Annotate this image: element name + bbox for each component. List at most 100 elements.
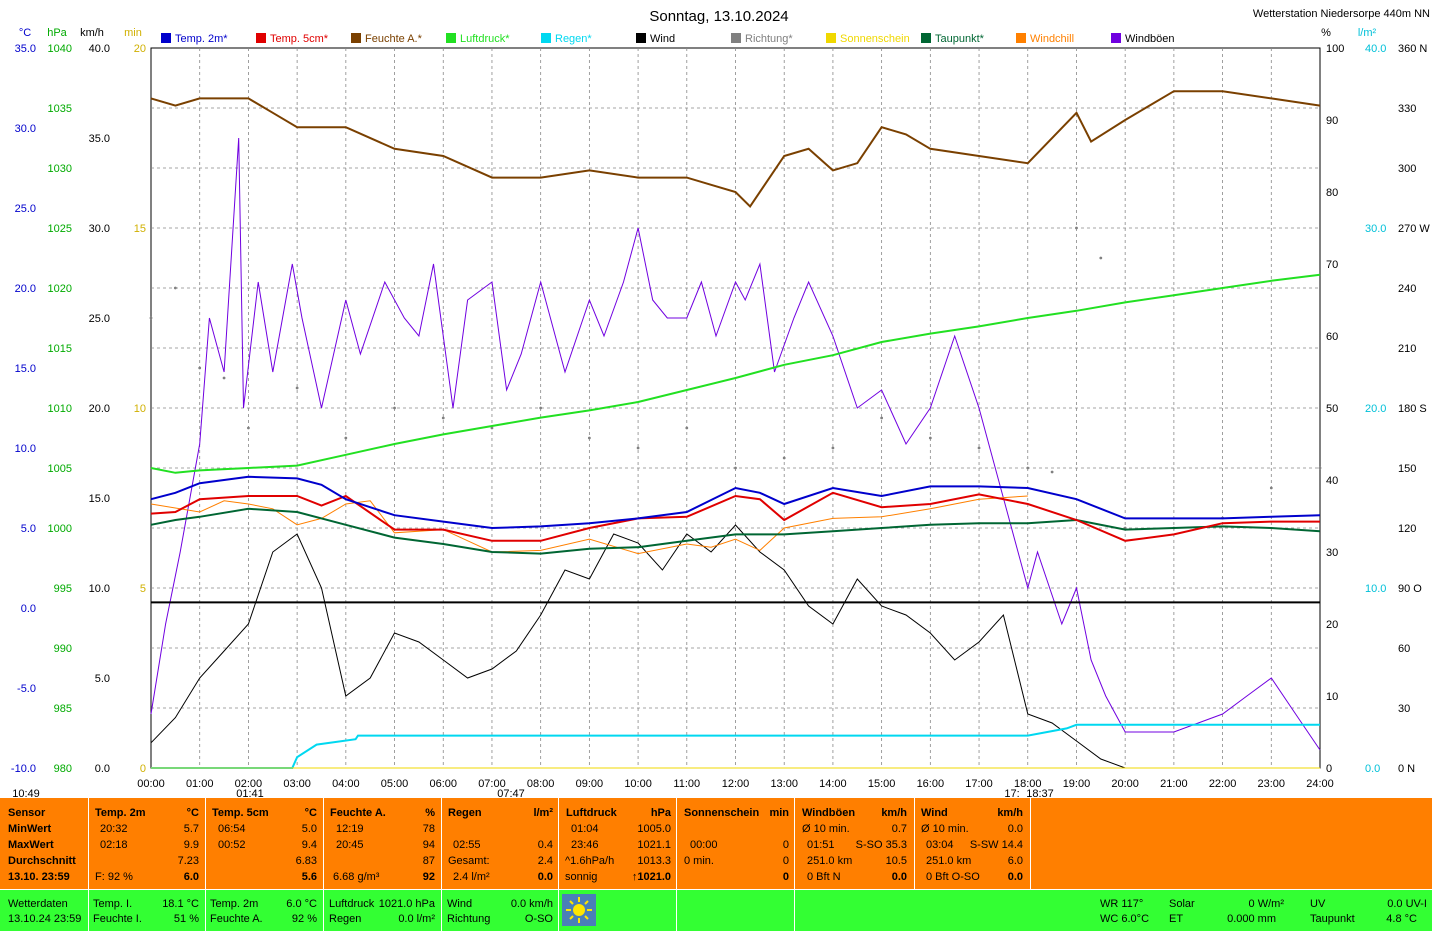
- series-point-richtung: [344, 436, 348, 440]
- series-line-feuchte-a: [150, 90, 1321, 208]
- series-point-richtung: [198, 366, 202, 370]
- sunny-weather-icon: [562, 894, 596, 926]
- table-cell: 78: [422, 823, 435, 835]
- column-divider: [794, 798, 795, 889]
- legend-label: Windchill: [1030, 33, 1074, 45]
- table-cell: 1021.1: [637, 839, 671, 851]
- tick-time: 03:00: [283, 778, 311, 790]
- row-max: MaxWert: [8, 839, 54, 851]
- tick-min: 15: [134, 223, 146, 235]
- table-cell: 9.4: [301, 839, 317, 851]
- table-cell: 01:51: [807, 839, 835, 851]
- table-cell: 94: [422, 839, 435, 851]
- tick-direction: 330: [1398, 103, 1416, 115]
- table-cell: 03:04: [926, 839, 954, 851]
- table-cell: 0: [782, 855, 789, 867]
- tick-time: 22:00: [1209, 778, 1237, 790]
- table-cell: WR 117°: [1100, 898, 1144, 910]
- table-cell: 00:52: [218, 839, 246, 851]
- unit: min: [769, 807, 789, 819]
- tick-temp: 35.0: [15, 43, 36, 55]
- tick-time: 10:00: [624, 778, 652, 790]
- column-divider: [558, 798, 559, 889]
- tick-pct: 100: [1326, 43, 1344, 55]
- tick-min: 10: [134, 403, 146, 415]
- unit: l/m²: [533, 807, 553, 819]
- column-divider: [676, 798, 677, 889]
- tick-temp: -5.0: [17, 683, 36, 695]
- tick-time: 14:00: [819, 778, 847, 790]
- tick-min: 5: [140, 583, 146, 595]
- tick-hpa: 1020: [48, 283, 72, 295]
- tick-hpa: 990: [54, 643, 72, 655]
- table-cell: 5.7: [183, 823, 199, 835]
- legend-label: Taupunkt*: [935, 33, 985, 45]
- tick-lm2: 0.0: [1365, 763, 1380, 775]
- header-temp5cm: Temp. 5cm: [212, 807, 269, 819]
- table-cell: 0.0 km/h: [510, 898, 553, 910]
- tick-direction: 300: [1398, 163, 1416, 175]
- column-divider: [558, 890, 559, 931]
- table-cell: 02:18: [100, 839, 128, 851]
- tick-time: 19:00: [1063, 778, 1091, 790]
- tick-hpa: 995: [54, 583, 72, 595]
- chart-title: Sonntag, 13.10.2024: [649, 8, 788, 25]
- table-cell: 20:32: [100, 823, 128, 835]
- tick-pct: 90: [1326, 115, 1338, 127]
- legend-label: Temp. 5cm*: [270, 33, 329, 45]
- table-cell: 4.8 °C: [1386, 913, 1417, 925]
- tick-lm2: 20.0: [1365, 403, 1386, 415]
- header-luftdruck: Luftdruck: [566, 807, 617, 819]
- status-bar: [0, 890, 1432, 931]
- table-cell: O-SO: [524, 913, 553, 925]
- series-line-luftdruck: [150, 273, 1321, 474]
- tick-kmh: 15.0: [89, 493, 110, 505]
- tick-pct: 60: [1326, 331, 1338, 343]
- table-cell: S-SW 14.4: [969, 839, 1023, 851]
- unit-label: min: [124, 27, 142, 39]
- table-cell: 0.0: [891, 871, 907, 883]
- tick-pct: 0: [1326, 763, 1332, 775]
- legend-label: Luftdruck*: [460, 33, 510, 45]
- tick-time: 16:00: [917, 778, 945, 790]
- tick-min: 20: [134, 43, 146, 55]
- table-cell: 0.000 mm: [1227, 913, 1276, 925]
- unit: km/h: [881, 807, 907, 819]
- table-cell: Regen: [329, 913, 362, 925]
- tick-pct: 10: [1326, 691, 1338, 703]
- tick-hpa: 1005: [48, 463, 72, 475]
- tick-temp: 20.0: [15, 283, 36, 295]
- tick-kmh: 40.0: [89, 43, 110, 55]
- table-cell: 0.0: [1007, 871, 1023, 883]
- table-cell: 0.0 UV-I: [1387, 898, 1427, 910]
- tick-hpa: 1030: [48, 163, 72, 175]
- row-date: 13.10. 23:59: [8, 871, 70, 883]
- column-divider: [205, 798, 206, 889]
- tick-time: 23:00: [1258, 778, 1286, 790]
- tick-time: 11:00: [673, 778, 700, 790]
- table-cell: Luftdruck: [329, 898, 375, 910]
- status-time: 13.10.24 23:59: [8, 913, 82, 925]
- table-cell: 20:45: [336, 839, 364, 851]
- header-sensor: Sensor: [8, 807, 46, 819]
- header-feuchte: Feuchte A.: [330, 807, 386, 819]
- header-temp2m: Temp. 2m: [95, 807, 146, 819]
- tick-temp: 15.0: [15, 363, 36, 375]
- tick-time: 04:00: [332, 778, 360, 790]
- tick-kmh: 35.0: [89, 133, 110, 145]
- series-point-richtung: [782, 456, 786, 460]
- table-cell: 02:55: [453, 839, 481, 851]
- unit: %: [425, 807, 435, 819]
- table-cell: Ø 10 min.: [802, 823, 850, 835]
- tick-time: 24:00: [1306, 778, 1334, 790]
- unit: hPa: [650, 807, 671, 819]
- tick-hpa: 980: [54, 763, 72, 775]
- legend-swatch: [921, 33, 931, 43]
- tick-time: 13:00: [770, 778, 798, 790]
- legend-swatch: [446, 33, 456, 43]
- table-cell: ET: [1169, 913, 1184, 925]
- tick-temp: 5.0: [21, 523, 36, 535]
- table-cell: F: 92 %: [95, 871, 133, 883]
- series-point-richtung: [636, 446, 640, 450]
- table-cell: 0.7: [891, 823, 907, 835]
